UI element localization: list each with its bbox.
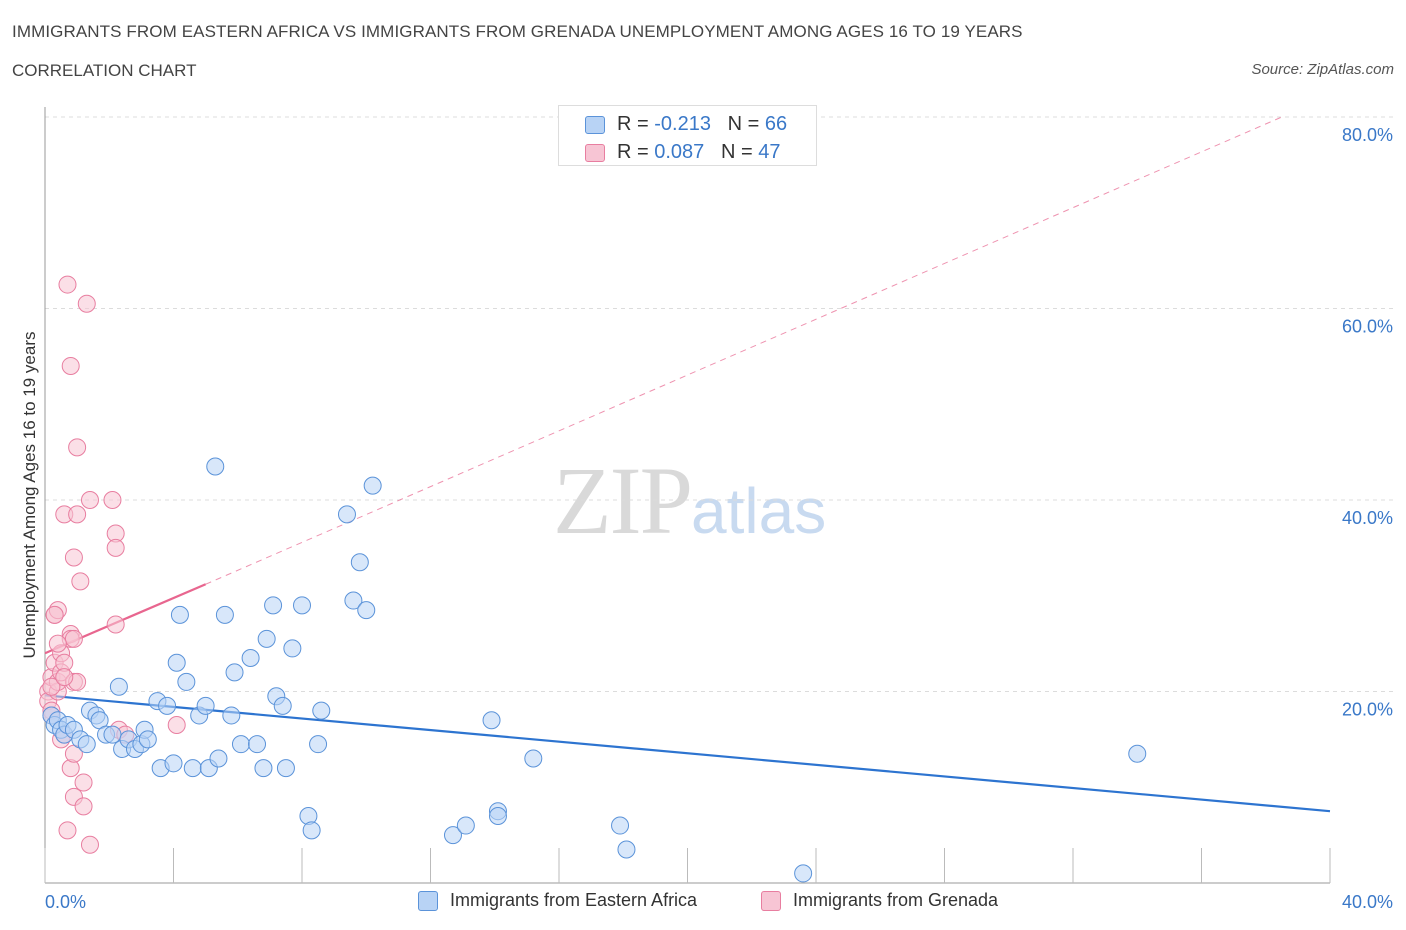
x-tick-label: 40.0%: [1342, 892, 1393, 912]
data-point-eastern-africa: [363, 476, 382, 495]
data-point-eastern-africa: [482, 711, 501, 730]
data-point-grenada: [58, 821, 77, 840]
data-point-grenada: [61, 356, 80, 375]
data-point-eastern-africa: [524, 749, 543, 768]
legend-label: Immigrants from Eastern Africa: [450, 890, 698, 910]
data-point-grenada: [106, 615, 125, 634]
trend-line-eastern-africa: [44, 694, 1331, 813]
y-tick-label: 60.0%: [1342, 317, 1393, 337]
data-point-eastern-africa: [488, 806, 507, 825]
data-point-eastern-africa: [225, 663, 244, 682]
data-point-grenada: [74, 773, 93, 792]
data-point-eastern-africa: [312, 701, 331, 720]
data-point-grenada: [48, 634, 67, 653]
data-point-grenada: [64, 548, 83, 567]
r-value: -0.213: [654, 113, 711, 135]
data-point-eastern-africa: [248, 735, 267, 754]
data-point-eastern-africa: [302, 821, 321, 840]
stats-swatch-blue: [585, 116, 605, 134]
data-point-grenada: [74, 797, 93, 816]
data-point-eastern-africa: [357, 601, 376, 620]
data-point-grenada: [71, 572, 90, 591]
data-point-eastern-africa: [273, 696, 292, 715]
data-point-eastern-africa: [158, 696, 177, 715]
data-point-eastern-africa: [231, 735, 250, 754]
data-point-grenada: [167, 716, 186, 735]
data-point-eastern-africa: [443, 826, 462, 845]
data-point-eastern-africa: [344, 591, 363, 610]
data-point-eastern-africa: [254, 759, 273, 778]
data-point-eastern-africa: [170, 605, 189, 624]
watermark-atlas: atlas: [691, 475, 827, 547]
data-point-grenada: [68, 505, 87, 524]
data-point-grenada: [80, 835, 99, 854]
data-point-eastern-africa: [206, 457, 225, 476]
data-point-eastern-africa: [611, 816, 630, 835]
n-value: 47: [758, 141, 781, 163]
data-point-eastern-africa: [337, 505, 356, 524]
data-point-eastern-africa: [215, 605, 234, 624]
source-label: Source: ZipAtlas.com: [1251, 61, 1394, 78]
data-point-eastern-africa: [167, 653, 186, 672]
y-tick-label: 80.0%: [1342, 125, 1393, 145]
data-point-eastern-africa: [1128, 744, 1147, 763]
n-value: 66: [764, 113, 788, 135]
tick-labels: 20.0% 40.0% 60.0% 80.0% 0.0% 40.0%: [45, 125, 1393, 912]
x-tick-label: 0.0%: [45, 892, 86, 912]
data-point-grenada: [106, 538, 125, 557]
data-point-eastern-africa: [617, 840, 636, 859]
data-point-eastern-africa: [103, 725, 122, 744]
data-point-grenada: [58, 275, 77, 294]
data-point-eastern-africa: [109, 677, 128, 696]
data-point-grenada: [103, 491, 122, 509]
data-point-eastern-africa: [209, 749, 228, 768]
data-point-eastern-africa: [257, 629, 276, 648]
data-point-grenada: [42, 677, 61, 696]
data-point-grenada: [55, 668, 74, 687]
r-label: R =: [617, 113, 655, 135]
data-point-eastern-africa: [276, 759, 295, 778]
data-points: [39, 275, 1147, 883]
data-point-eastern-africa: [183, 759, 202, 778]
data-point-eastern-africa: [177, 672, 196, 691]
legend-label: Immigrants from Grenada: [793, 890, 999, 910]
data-point-eastern-africa: [283, 639, 302, 658]
data-point-eastern-africa: [350, 553, 369, 572]
data-point-grenada: [45, 605, 64, 624]
data-point-eastern-africa: [293, 596, 311, 615]
data-point-eastern-africa: [196, 696, 215, 715]
data-point-eastern-africa: [164, 754, 183, 773]
axes: [44, 107, 1331, 884]
data-point-eastern-africa: [794, 864, 813, 883]
data-point-grenada: [77, 294, 96, 313]
r-label: R =: [617, 141, 655, 163]
data-point-grenada: [64, 629, 83, 648]
chart-title: IMMIGRANTS FROM EASTERN AFRICA VS IMMIGR…: [12, 22, 1023, 41]
stats-swatch-pink: [585, 144, 605, 162]
data-point-eastern-africa: [309, 735, 328, 754]
y-tick-label: 40.0%: [1342, 508, 1393, 528]
data-point-eastern-africa: [264, 596, 283, 615]
data-point-eastern-africa: [222, 706, 241, 725]
y-axis-title: Unemployment Among Ages 16 to 19 years: [20, 332, 39, 659]
legend-swatch-pink: [761, 891, 781, 911]
data-point-eastern-africa: [77, 735, 96, 754]
n-label: N =: [727, 113, 765, 135]
trend-line-grenada-extended: [205, 116, 1283, 585]
data-point-grenada: [80, 491, 99, 509]
grid-lines: [45, 116, 1395, 692]
chart-subtitle: CORRELATION CHART: [12, 61, 197, 80]
r-value: 0.087: [654, 141, 705, 163]
data-point-grenada: [68, 438, 87, 457]
legend-swatch-blue: [418, 891, 438, 911]
stats-box: R = -0.213 N = 66 R = 0.087 N = 47: [558, 105, 817, 166]
legend: Immigrants from Eastern Africa Immigrant…: [0, 889, 1406, 915]
data-point-eastern-africa: [138, 730, 157, 749]
y-tick-label: 20.0%: [1342, 700, 1393, 720]
data-point-eastern-africa: [456, 816, 475, 835]
trend-lines: [44, 116, 1331, 813]
n-label: N =: [720, 141, 759, 163]
data-point-eastern-africa: [241, 648, 260, 667]
